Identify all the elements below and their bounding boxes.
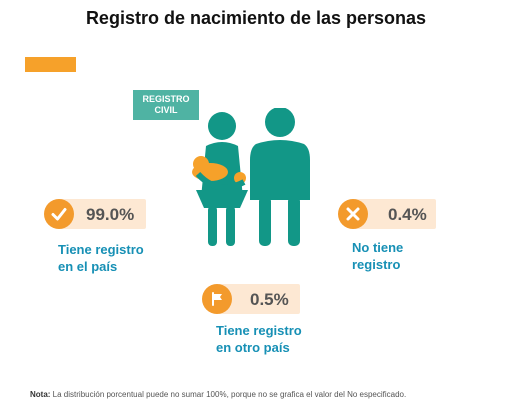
badge-line-1: REGISTRO	[142, 94, 190, 104]
footnote-prefix: Nota:	[30, 390, 51, 399]
page-title: Registro de nacimiento de las personas	[85, 8, 427, 28]
cross-icon	[338, 199, 368, 229]
family-illustration	[192, 108, 310, 246]
stat-label-line-1: Tiene registro	[58, 242, 144, 257]
stat-label-line-1: No tiene	[352, 240, 404, 255]
stat-label-line-1: Tiene registro	[216, 323, 302, 338]
registro-civil-badge: REGISTRO CIVIL	[133, 90, 199, 120]
stat-label-line-2: en otro país	[216, 340, 290, 355]
stat-label-line-2: en el país	[58, 259, 118, 274]
father-figure	[250, 108, 310, 246]
checkmark-icon	[44, 199, 74, 229]
flag-icon	[202, 284, 232, 314]
stat-label-line-2: registro	[352, 257, 401, 272]
stat-value: 99.0%	[86, 205, 135, 224]
stat-value: 0.5%	[250, 290, 289, 309]
stat-label: Tiene registro en el país	[58, 241, 144, 275]
stat-value: 0.4%	[388, 205, 427, 224]
badge-line-2: CIVIL	[154, 105, 178, 115]
footnote: Nota: La distribución porcentual puede n…	[30, 390, 406, 399]
footnote-text: La distribución porcentual puede no suma…	[50, 390, 407, 399]
stat-label: Tiene registro en otro país	[216, 322, 302, 356]
accent-bar	[25, 57, 76, 72]
stat-label: No tiene registro	[352, 239, 403, 273]
